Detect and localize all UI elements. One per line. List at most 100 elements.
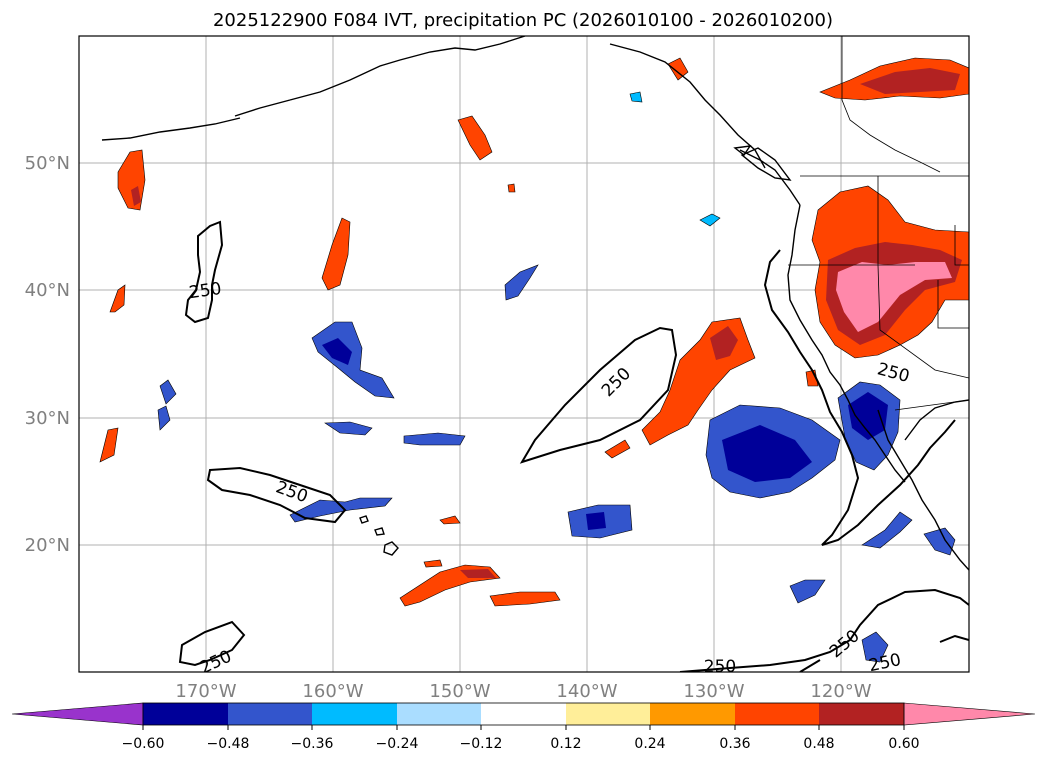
figure-title: 2025122900 F084 IVT, precipitation PC (2…	[213, 10, 833, 31]
blue-area-core	[322, 338, 352, 365]
colorbar: −0.60 −0.48 −0.36 −0.24 −0.12 0.12 0.24 …	[11, 702, 1036, 752]
warm-area-core	[131, 186, 141, 206]
lat-label: 40°N	[25, 280, 70, 301]
colorbar-tick-label: −0.24	[376, 736, 419, 752]
ivt-contour-250	[939, 634, 969, 643]
colorbar-segment	[228, 703, 312, 725]
lon-label: 120°W	[810, 681, 871, 702]
colorbar-segment	[735, 703, 819, 725]
coastline-british-columbia	[739, 149, 801, 206]
colorbar-segment	[481, 703, 566, 725]
colorbar-extend-high	[903, 702, 1036, 726]
coastline-alaska	[234, 99, 291, 117]
lon-label: 160°W	[302, 681, 363, 702]
colorbar-frame	[142, 702, 905, 726]
warm-area-pink	[836, 262, 952, 332]
blue-area	[629, 91, 643, 103]
colorbar-segment	[819, 703, 904, 725]
colorbar-segment	[312, 703, 397, 725]
blue-area-core	[848, 392, 888, 440]
contour-label-250: 250	[188, 279, 223, 303]
latitude-labels: 50°N 40°N 30°N 20°N	[25, 153, 70, 556]
coastline-us-west	[787, 204, 906, 483]
ivt-contour-250	[519, 326, 678, 464]
political-boundaries	[788, 36, 969, 411]
warm-area-core	[460, 569, 496, 578]
warm-area	[321, 217, 351, 291]
blue-area	[923, 527, 956, 556]
ivt-contour-250	[206, 466, 347, 524]
lat-label: 50°N	[25, 153, 70, 174]
colorbar-tick-label: 0.48	[803, 736, 834, 752]
blue-area	[403, 432, 466, 446]
warm-area-core	[710, 326, 738, 360]
colorbar-tick-label: 0.36	[719, 736, 750, 752]
lat-label: 30°N	[25, 408, 70, 429]
boundary-state	[954, 225, 969, 266]
coastline-aleutians	[101, 117, 241, 141]
colorbar-tick-label: 0.60	[888, 736, 919, 752]
warm-area	[457, 115, 493, 161]
warm-area	[667, 57, 689, 81]
colorbar-tick-label: 0.12	[550, 736, 581, 752]
colorbar-extend-low	[11, 702, 144, 726]
coastline-hawaii	[359, 515, 399, 556]
colorbar-segment	[566, 703, 650, 725]
boundary-state	[937, 280, 969, 329]
coastline-island	[733, 145, 752, 157]
warm-area-core	[860, 68, 960, 94]
ivt-contour-250	[184, 220, 224, 324]
blue-area	[504, 264, 539, 301]
lon-label: 150°W	[429, 681, 490, 702]
warm-area	[604, 439, 631, 459]
lat-label: 20°N	[25, 535, 70, 556]
colorbar-tick-label: 0.24	[634, 736, 665, 752]
map-background	[79, 36, 969, 672]
blue-area	[861, 631, 889, 663]
coastline-gulf-of-alaska	[609, 43, 766, 169]
colorbar-segment	[650, 703, 735, 725]
ivt-contour-250	[799, 659, 821, 672]
colorbar-tick-label: −0.60	[122, 736, 165, 752]
colorbar-tick-label: −0.48	[207, 736, 250, 752]
blue-area-core	[722, 425, 812, 482]
longitude-labels: 170°W 160°W 150°W 140°W 130°W 120°W	[175, 681, 871, 702]
warm-area	[99, 427, 119, 463]
contour-label-250: 250	[867, 650, 903, 676]
lon-label: 170°W	[175, 681, 236, 702]
colorbar-segment	[397, 703, 481, 725]
ivt-contours	[178, 220, 969, 672]
positive-anomaly-areas	[99, 57, 969, 607]
colorbar-ticks	[142, 725, 905, 730]
colorbar-tick-label: −0.12	[460, 736, 503, 752]
colorbar-tick-label: −0.36	[291, 736, 334, 752]
colorbar-segment	[143, 703, 228, 725]
lon-label: 140°W	[556, 681, 617, 702]
boundary-us-mexico	[894, 399, 969, 411]
coastline-vancouver-island	[740, 147, 792, 181]
ivt-contour-250	[178, 620, 246, 667]
colorbar-tick-labels: −0.60 −0.48 −0.36 −0.24 −0.12 0.12 0.24 …	[122, 736, 920, 752]
lon-label: 130°W	[683, 681, 744, 702]
blue-area	[324, 421, 373, 436]
coastline-baja	[877, 409, 969, 571]
blue-area-core	[586, 512, 606, 530]
warm-area	[109, 284, 126, 313]
map-panel: 250 250 250 250 250 250 250 250	[78, 35, 970, 677]
ivt-contour-250	[763, 249, 956, 546]
blue-area	[789, 579, 826, 604]
blue-area	[159, 379, 177, 405]
boundary-alaska-canada	[841, 36, 941, 173]
boundary-state	[877, 176, 969, 379]
warm-area	[489, 591, 561, 607]
warm-area	[439, 515, 461, 525]
coastline-alaska	[289, 36, 526, 101]
map-border	[78, 35, 970, 673]
blue-area	[699, 213, 721, 227]
warm-area	[423, 559, 443, 568]
warm-area	[507, 183, 516, 193]
ivt-contour-250	[679, 588, 969, 672]
contour-label-250: 250	[704, 657, 736, 677]
blue-area	[157, 405, 171, 431]
